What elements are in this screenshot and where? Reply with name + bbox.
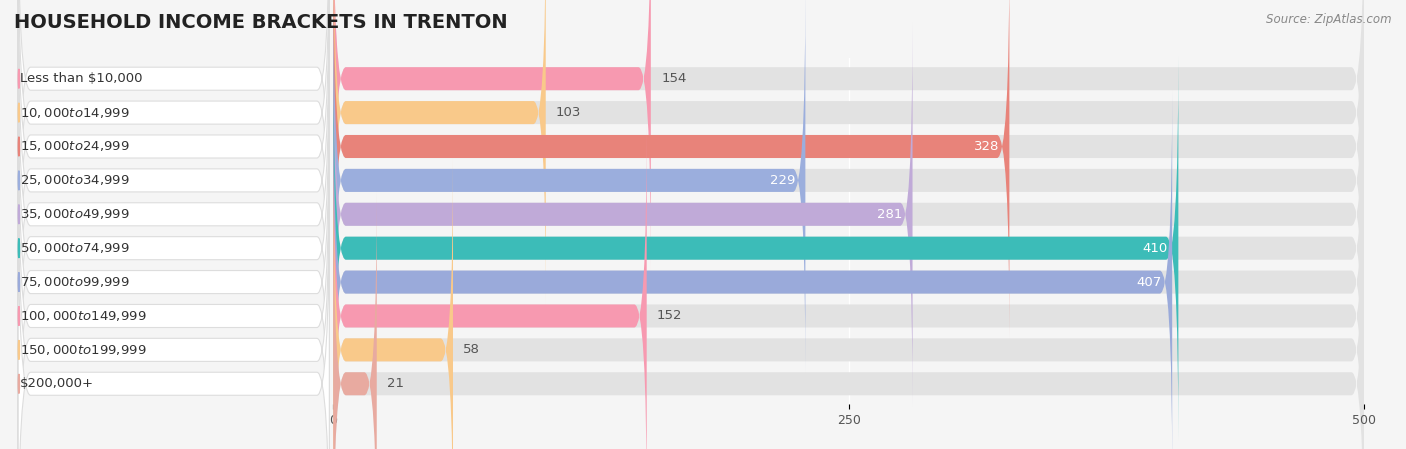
Text: 281: 281 xyxy=(877,208,903,221)
FancyBboxPatch shape xyxy=(18,158,329,449)
FancyBboxPatch shape xyxy=(18,56,329,440)
FancyBboxPatch shape xyxy=(18,0,329,372)
FancyBboxPatch shape xyxy=(333,124,1364,449)
FancyBboxPatch shape xyxy=(333,192,377,449)
Text: 21: 21 xyxy=(387,377,404,390)
Text: Less than $10,000: Less than $10,000 xyxy=(20,72,142,85)
Text: 410: 410 xyxy=(1143,242,1168,255)
Text: 154: 154 xyxy=(661,72,686,85)
FancyBboxPatch shape xyxy=(333,0,546,304)
FancyBboxPatch shape xyxy=(333,0,1364,271)
Text: $50,000 to $74,999: $50,000 to $74,999 xyxy=(20,241,129,255)
Text: $15,000 to $24,999: $15,000 to $24,999 xyxy=(20,140,129,154)
FancyBboxPatch shape xyxy=(333,90,1173,449)
FancyBboxPatch shape xyxy=(333,0,651,271)
FancyBboxPatch shape xyxy=(333,0,1364,339)
Text: 328: 328 xyxy=(974,140,1000,153)
Text: $75,000 to $99,999: $75,000 to $99,999 xyxy=(20,275,129,289)
Text: $25,000 to $34,999: $25,000 to $34,999 xyxy=(20,173,129,187)
Text: $10,000 to $14,999: $10,000 to $14,999 xyxy=(20,106,129,119)
FancyBboxPatch shape xyxy=(333,22,912,406)
Text: HOUSEHOLD INCOME BRACKETS IN TRENTON: HOUSEHOLD INCOME BRACKETS IN TRENTON xyxy=(14,13,508,32)
Text: 58: 58 xyxy=(464,343,481,357)
Text: 229: 229 xyxy=(769,174,794,187)
FancyBboxPatch shape xyxy=(333,0,1010,339)
FancyBboxPatch shape xyxy=(333,0,1364,372)
FancyBboxPatch shape xyxy=(18,0,329,339)
FancyBboxPatch shape xyxy=(333,0,1364,304)
Text: 103: 103 xyxy=(555,106,582,119)
Text: 152: 152 xyxy=(657,309,682,322)
Text: 407: 407 xyxy=(1136,276,1161,289)
FancyBboxPatch shape xyxy=(333,158,1364,449)
Text: Source: ZipAtlas.com: Source: ZipAtlas.com xyxy=(1267,13,1392,26)
Text: $150,000 to $199,999: $150,000 to $199,999 xyxy=(20,343,146,357)
Text: $100,000 to $149,999: $100,000 to $149,999 xyxy=(20,309,146,323)
FancyBboxPatch shape xyxy=(18,90,329,449)
FancyBboxPatch shape xyxy=(18,124,329,449)
FancyBboxPatch shape xyxy=(333,22,1364,406)
FancyBboxPatch shape xyxy=(333,0,806,372)
FancyBboxPatch shape xyxy=(18,0,329,304)
FancyBboxPatch shape xyxy=(18,0,329,271)
FancyBboxPatch shape xyxy=(18,22,329,406)
FancyBboxPatch shape xyxy=(333,124,647,449)
Text: $35,000 to $49,999: $35,000 to $49,999 xyxy=(20,207,129,221)
FancyBboxPatch shape xyxy=(333,56,1178,440)
FancyBboxPatch shape xyxy=(18,192,329,449)
FancyBboxPatch shape xyxy=(333,192,1364,449)
FancyBboxPatch shape xyxy=(333,90,1364,449)
FancyBboxPatch shape xyxy=(333,158,453,449)
Text: $200,000+: $200,000+ xyxy=(20,377,94,390)
FancyBboxPatch shape xyxy=(333,56,1364,440)
